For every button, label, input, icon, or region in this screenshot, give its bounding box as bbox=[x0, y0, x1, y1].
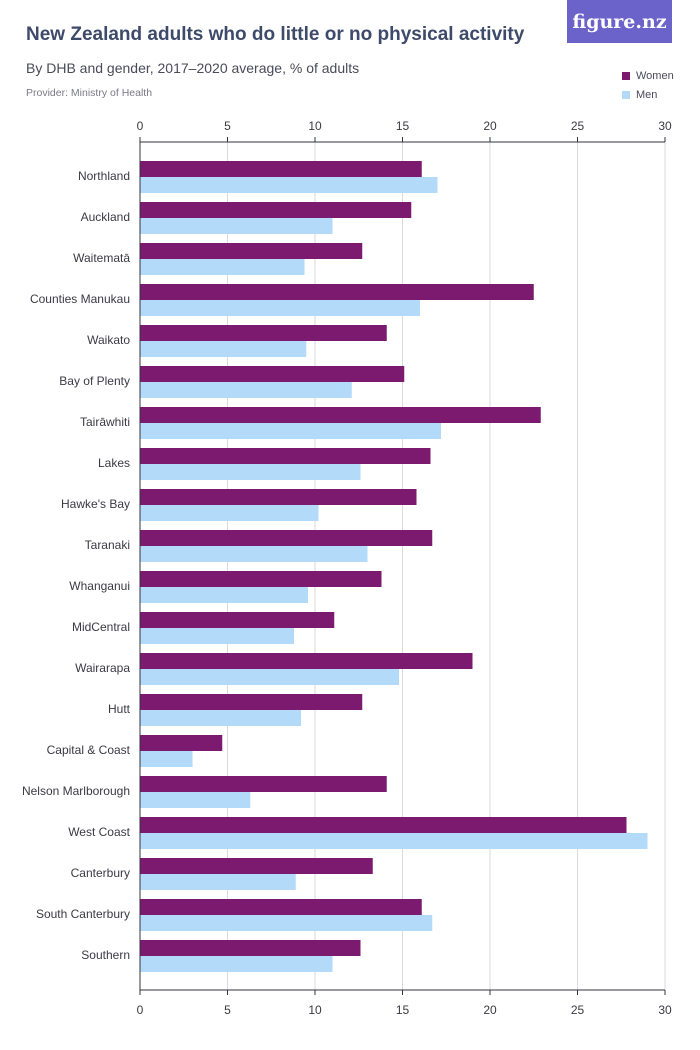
bar-men bbox=[140, 669, 399, 685]
figure-nz-logo[interactable]: figure.nz bbox=[567, 0, 672, 43]
bar-women bbox=[140, 571, 382, 587]
bar-women bbox=[140, 243, 363, 259]
category-label: Lakes bbox=[98, 456, 130, 470]
bar-men bbox=[140, 505, 319, 521]
bar-women bbox=[140, 899, 422, 915]
category-label: Taranaki bbox=[85, 538, 130, 552]
bar-women bbox=[140, 407, 541, 423]
category-label: Canterbury bbox=[71, 866, 130, 880]
legend-swatch-men bbox=[622, 90, 630, 99]
category-label: Waitematā bbox=[73, 251, 130, 265]
bar-women bbox=[140, 653, 473, 669]
bar-women bbox=[140, 776, 387, 792]
category-labels: Northland Auckland Waitematā Counties Manuk… bbox=[22, 169, 131, 962]
bar-men bbox=[140, 833, 648, 849]
bar-women bbox=[140, 325, 387, 341]
bar-men bbox=[140, 259, 305, 275]
category-label: Capital & Coast bbox=[47, 743, 131, 757]
bar-women bbox=[140, 612, 335, 628]
x-tick-label-top: 15 bbox=[396, 119, 410, 133]
bar-men bbox=[140, 751, 193, 767]
bar-men bbox=[140, 915, 433, 931]
bar-women bbox=[140, 489, 417, 505]
bar-men bbox=[140, 546, 368, 562]
bar-men bbox=[140, 956, 333, 972]
bar-women bbox=[140, 202, 412, 218]
legend-label-men: Men bbox=[636, 88, 658, 101]
bar-women bbox=[140, 858, 373, 874]
category-label: Hutt bbox=[108, 702, 131, 716]
bar-women bbox=[140, 530, 433, 546]
chart-subtitle: By DHB and gender, 2017–2020 average, % … bbox=[26, 60, 360, 76]
logo-text: figure.nz bbox=[572, 10, 667, 33]
bar-men bbox=[140, 218, 333, 234]
category-label: Whanganui bbox=[69, 579, 130, 593]
bar-women bbox=[140, 284, 534, 300]
bar-men bbox=[140, 587, 308, 603]
x-tick-label-top: 30 bbox=[658, 119, 672, 133]
x-tick-label-top: 25 bbox=[571, 119, 585, 133]
axes: 0 0 5 5 10 10 15 15 20 20 25 25 30 30 bbox=[137, 119, 672, 1017]
x-tick-label-bottom: 20 bbox=[483, 1003, 497, 1017]
bar-men bbox=[140, 177, 438, 193]
category-label: MidCentral bbox=[72, 620, 130, 634]
bar-women bbox=[140, 694, 363, 710]
bar-women bbox=[140, 161, 422, 177]
category-label: South Canterbury bbox=[36, 907, 130, 921]
x-tick-label-bottom: 25 bbox=[571, 1003, 585, 1017]
category-label: Nelson Marlborough bbox=[22, 784, 130, 798]
bar-men bbox=[140, 464, 361, 480]
category-label: Wairarapa bbox=[75, 661, 130, 675]
x-tick-label-top: 10 bbox=[308, 119, 322, 133]
category-label: Tairāwhiti bbox=[80, 415, 130, 429]
category-label: Southern bbox=[81, 948, 130, 962]
bar-men bbox=[140, 300, 420, 316]
x-tick-label-top: 0 bbox=[137, 119, 144, 133]
x-tick-label-bottom: 10 bbox=[308, 1003, 322, 1017]
legend: Women Men bbox=[622, 66, 674, 104]
bar-men bbox=[140, 628, 294, 644]
x-tick-label-bottom: 30 bbox=[658, 1003, 672, 1017]
legend-item-women: Women bbox=[622, 66, 674, 85]
category-label: Hawke's Bay bbox=[61, 497, 130, 511]
category-label: Counties Manukau bbox=[30, 292, 130, 306]
category-label: West Coast bbox=[68, 825, 130, 839]
bar-men bbox=[140, 341, 307, 357]
x-tick-label-top: 20 bbox=[483, 119, 497, 133]
category-label: Bay of Plenty bbox=[59, 374, 130, 388]
legend-swatch-women bbox=[622, 71, 630, 80]
x-tick-label-bottom: 15 bbox=[396, 1003, 410, 1017]
bar-women bbox=[140, 817, 627, 833]
bar-men bbox=[140, 710, 301, 726]
bar-men bbox=[140, 382, 352, 398]
bars bbox=[140, 161, 648, 972]
bar-women bbox=[140, 366, 405, 382]
category-label: Waikato bbox=[87, 333, 130, 347]
bar-women bbox=[140, 735, 223, 751]
chart-title: New Zealand adults who do little or no p… bbox=[26, 24, 525, 45]
provider-credit: Provider: Ministry of Health bbox=[26, 87, 153, 99]
x-tick-label-bottom: 5 bbox=[224, 1003, 231, 1017]
bar-women bbox=[140, 940, 361, 956]
bar-men bbox=[140, 874, 296, 890]
category-label: Northland bbox=[78, 169, 130, 183]
legend-item-men: Men bbox=[622, 85, 674, 104]
bar-women bbox=[140, 448, 431, 464]
x-tick-label-bottom: 0 bbox=[137, 1003, 144, 1017]
bar-men bbox=[140, 792, 251, 808]
category-label: Auckland bbox=[81, 210, 130, 224]
bar-men bbox=[140, 423, 441, 439]
x-tick-label-top: 5 bbox=[224, 119, 231, 133]
legend-label-women: Women bbox=[636, 69, 674, 82]
